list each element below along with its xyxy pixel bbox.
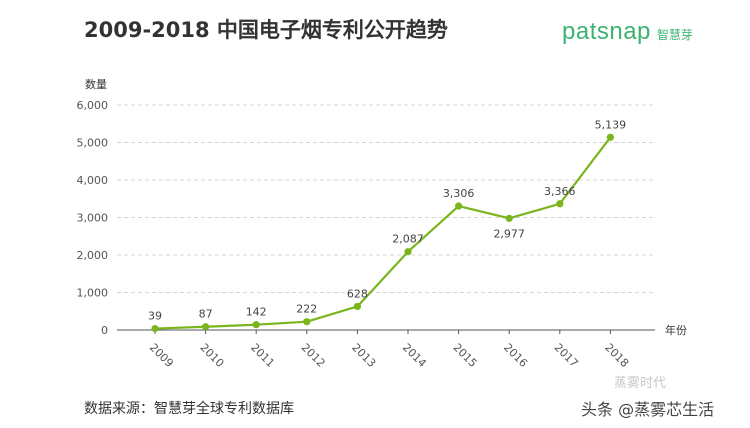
data-point [202, 323, 210, 331]
y-tick-label: 5,000 [77, 137, 109, 150]
data-point [151, 324, 159, 333]
x-tick-label: 2011 [248, 341, 277, 370]
series-line [154, 136, 612, 330]
data-label: 5,139 [595, 118, 627, 131]
data-label: 3,306 [443, 187, 475, 200]
data-point [455, 202, 463, 210]
y-axis-title: 数量 [85, 78, 107, 91]
data-label: 2,977 [493, 227, 525, 240]
x-tick-label: 2016 [501, 341, 530, 370]
x-tick-label: 2012 [299, 341, 328, 370]
x-axis-ticks: 2009 2010 2011 2012 2013 2014 2015 2016 2017 2018 [147, 330, 631, 370]
data-point [404, 248, 412, 256]
data-point [556, 200, 564, 208]
y-tick-label: 6,000 [77, 99, 109, 112]
y-tick-label: 1,000 [77, 287, 109, 300]
chart-title: 2009-2018 中国电子烟专利公开趋势 [84, 18, 448, 42]
y-tick-label: 3,000 [77, 212, 109, 225]
data-label: 39 [148, 310, 162, 323]
data-point [252, 321, 260, 329]
data-label: 3,366 [544, 185, 576, 198]
x-tick-label: 2010 [197, 341, 226, 370]
x-tick-label: 2013 [349, 341, 378, 370]
x-axis-title: 年份 [665, 323, 687, 337]
brand-name: patsnap [562, 18, 651, 45]
series-line-layer [154, 136, 612, 330]
watermark-bottom: 头条 @蒸雾芯生活 [581, 400, 715, 419]
grid-layer [117, 104, 655, 331]
y-tick-label: 4,000 [77, 174, 109, 187]
data-label-layer: 39 87 142 222 628 2,087 3,306 2,977 3,366 5,139 [148, 118, 626, 322]
x-tick-label: 2009 [147, 341, 176, 370]
x-tick-label: 2018 [602, 341, 631, 370]
y-axis-ticks: 6,000 5,000 4,000 3,000 2,000 1,000 0 [77, 99, 109, 337]
source-note: 数据来源：智慧芽全球专利数据库 [84, 401, 294, 417]
x-tick-label: 2017 [552, 341, 581, 370]
x-tick-label: 2014 [400, 341, 429, 370]
data-point [303, 318, 311, 326]
data-point-layer [151, 133, 615, 333]
brand-subtitle: 智慧芽 [656, 28, 693, 42]
data-point [606, 133, 615, 141]
y-tick-label: 0 [101, 324, 108, 337]
data-label: 222 [296, 303, 317, 316]
data-label: 142 [246, 306, 267, 319]
brand-logo: patsnap 智慧芽 [562, 18, 693, 46]
data-point [505, 214, 513, 222]
data-label: 87 [199, 308, 213, 321]
watermark-top: 蒸雾时代 [614, 376, 667, 391]
data-label: 2,087 [392, 233, 424, 246]
data-point [353, 302, 361, 311]
x-tick-label: 2015 [450, 341, 479, 370]
y-tick-label: 2,000 [77, 249, 109, 262]
data-label: 628 [347, 287, 368, 300]
